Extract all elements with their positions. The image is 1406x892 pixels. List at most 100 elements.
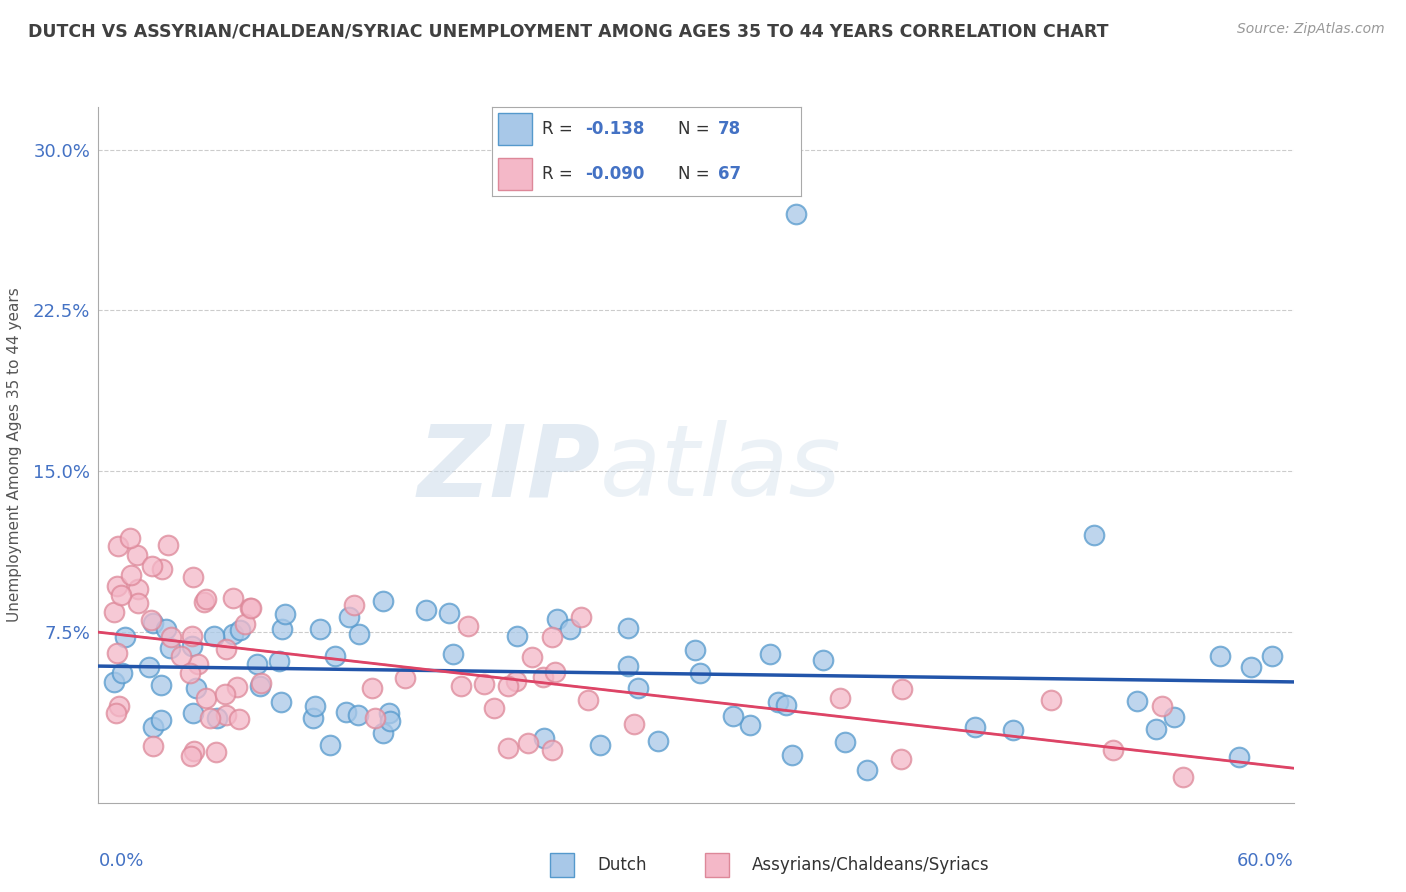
Point <box>127 596 149 610</box>
Text: Dutch: Dutch <box>598 856 647 874</box>
Point <box>156 537 179 551</box>
Point <box>540 630 562 644</box>
Point <box>240 601 263 615</box>
Point <box>214 687 236 701</box>
Point <box>215 708 238 723</box>
Point <box>187 657 209 671</box>
Point <box>569 610 592 624</box>
Point <box>780 748 803 763</box>
Point <box>1002 723 1025 737</box>
Point <box>484 701 506 715</box>
Point <box>544 665 567 679</box>
Point <box>111 665 134 680</box>
Point <box>683 642 706 657</box>
Point <box>520 650 543 665</box>
Point <box>335 705 357 719</box>
Point <box>120 567 142 582</box>
Point <box>496 679 519 693</box>
Point <box>160 630 183 644</box>
Point <box>505 674 527 689</box>
Point <box>229 623 252 637</box>
Point <box>506 629 529 643</box>
Point <box>103 605 125 619</box>
Point <box>105 579 128 593</box>
Point <box>302 711 325 725</box>
Point <box>457 618 479 632</box>
Point <box>1227 749 1250 764</box>
Point <box>195 690 218 705</box>
Point <box>118 531 141 545</box>
Point <box>193 595 215 609</box>
Point <box>319 738 342 752</box>
Point <box>371 594 394 608</box>
Point <box>228 712 250 726</box>
Point <box>627 681 650 695</box>
Point <box>149 678 172 692</box>
Point <box>194 592 217 607</box>
Point <box>415 603 437 617</box>
Bar <box>498 113 533 145</box>
Point <box>740 718 762 732</box>
Point <box>159 640 181 655</box>
Point <box>689 666 711 681</box>
Text: 78: 78 <box>718 120 741 138</box>
Text: 0.0%: 0.0% <box>98 852 143 870</box>
Point <box>103 674 125 689</box>
Point <box>141 558 163 573</box>
Point <box>125 548 148 562</box>
Point <box>647 734 669 748</box>
Point <box>1261 648 1284 663</box>
Point <box>186 681 208 695</box>
Text: N =: N = <box>678 120 714 138</box>
Point <box>589 739 612 753</box>
Point <box>1144 722 1167 736</box>
Point <box>540 743 562 757</box>
Point <box>721 708 744 723</box>
Point <box>371 726 394 740</box>
Point <box>202 629 225 643</box>
Point <box>107 539 129 553</box>
Point <box>105 646 128 660</box>
Text: R =: R = <box>541 165 578 183</box>
Point <box>531 670 554 684</box>
Point <box>834 735 856 749</box>
Point <box>271 622 294 636</box>
Point <box>759 647 782 661</box>
Point <box>963 720 986 734</box>
Point <box>221 591 243 606</box>
Point <box>617 658 640 673</box>
Point <box>139 613 162 627</box>
Point <box>472 677 495 691</box>
Point <box>1126 694 1149 708</box>
Point <box>150 713 173 727</box>
Point <box>181 629 204 643</box>
Text: Assyrians/Chaldeans/Syriacs: Assyrians/Chaldeans/Syriacs <box>752 856 990 874</box>
Point <box>270 695 292 709</box>
Point <box>222 627 245 641</box>
Point <box>107 699 129 714</box>
Point <box>204 745 226 759</box>
Y-axis label: Unemployment Among Ages 35 to 44 years: Unemployment Among Ages 35 to 44 years <box>7 287 21 623</box>
Point <box>233 616 256 631</box>
Point <box>342 598 364 612</box>
Point <box>347 627 370 641</box>
Point <box>811 653 834 667</box>
Point <box>110 588 132 602</box>
Point <box>183 744 205 758</box>
Point <box>890 752 912 766</box>
Point <box>1171 770 1194 784</box>
Point <box>377 706 399 720</box>
Point <box>249 679 271 693</box>
Point <box>304 698 326 713</box>
Point <box>198 711 221 725</box>
Point <box>150 561 173 575</box>
Point <box>337 610 360 624</box>
Point <box>616 621 638 635</box>
Point <box>394 671 416 685</box>
Point <box>533 731 555 745</box>
Point <box>441 648 464 662</box>
Point <box>1102 742 1125 756</box>
Point <box>142 739 165 753</box>
Point <box>1209 648 1232 663</box>
Text: atlas: atlas <box>600 420 842 517</box>
